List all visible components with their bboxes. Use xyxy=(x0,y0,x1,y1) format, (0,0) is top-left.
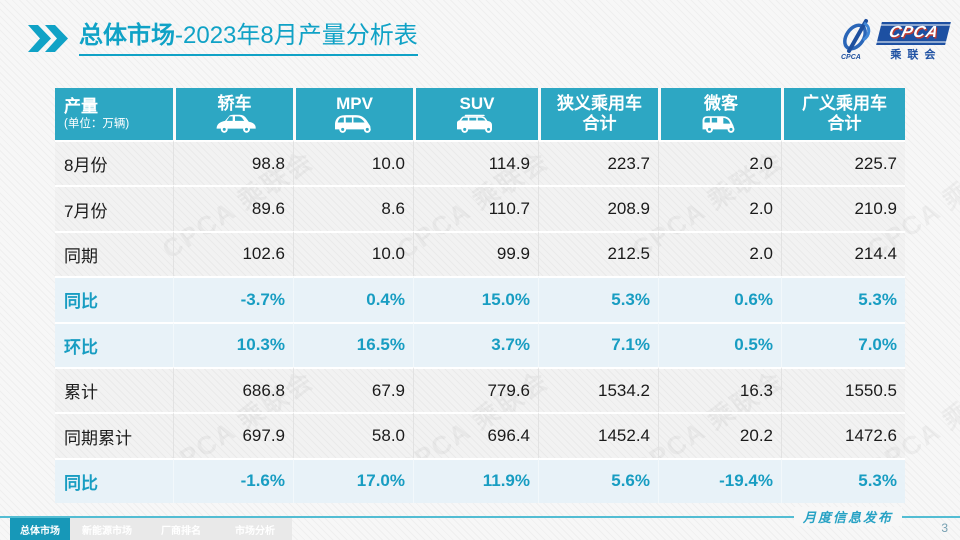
value-cell: 210.9 xyxy=(781,185,905,231)
value-cell: 7.1% xyxy=(538,321,658,367)
column-header-label: 微客 xyxy=(704,93,738,113)
value-cell: 0.6% xyxy=(658,276,781,322)
row-label-cell: 同期累计 xyxy=(55,412,173,457)
value-cell: 2.0 xyxy=(658,140,781,186)
value-cell: -19.4% xyxy=(658,457,781,504)
page-title-main: 总体市场 xyxy=(79,22,175,49)
value-cell: 2.0 xyxy=(658,230,781,277)
production-table: 产量 (单位：万辆) 轿车 MPV SUV 狭义乘用车 合计 微客 广义乘用车 合计 8月份… xyxy=(55,88,905,504)
table-title: 产量 xyxy=(64,97,98,117)
page-title: 总体市场-2023年8月产量分析表 xyxy=(79,22,418,56)
value-cell: 15.0% xyxy=(413,276,538,322)
value-cell: 98.8 xyxy=(173,140,293,186)
value-cell: 1472.6 xyxy=(781,412,905,458)
footer-tab[interactable]: 市场分析 xyxy=(218,518,292,540)
row-label-cell: 同比 xyxy=(55,276,173,322)
row-label-cell: 同期 xyxy=(55,230,173,276)
column-header-label: 合计 xyxy=(582,114,617,133)
value-cell: 58.0 xyxy=(293,412,413,458)
column-header-label: SUV xyxy=(459,93,495,113)
value-cell: 5.3% xyxy=(781,276,905,322)
column-header-label: 狭义乘用车 xyxy=(557,94,642,114)
value-cell: 114.9 xyxy=(413,140,538,186)
value-cell: 1452.4 xyxy=(538,412,658,458)
value-cell: 214.4 xyxy=(781,230,905,277)
value-cell: 11.9% xyxy=(413,457,538,504)
value-cell: 16.5% xyxy=(293,321,413,367)
svg-text:CPCA: CPCA xyxy=(841,54,861,60)
value-cell: 102.6 xyxy=(173,230,293,277)
cpca-plate: CPCA xyxy=(875,21,951,45)
value-cell: 99.9 xyxy=(413,230,538,277)
footer-tab[interactable]: 总体市场 xyxy=(10,518,70,540)
value-cell: 697.9 xyxy=(173,412,293,458)
value-cell: 686.8 xyxy=(173,366,293,413)
value-cell: 0.5% xyxy=(658,321,781,367)
value-cell: 5.3% xyxy=(781,457,905,504)
cpca-logo: CPCA CPCA 乘联会 xyxy=(836,18,951,65)
column-header-cell: 广义乘用车 合计 xyxy=(781,88,905,140)
column-header-cell: 轿车 xyxy=(173,88,293,140)
value-cell: 212.5 xyxy=(538,230,658,277)
cpca-plate-label: CPCA xyxy=(886,23,941,41)
footer-tab[interactable]: 厂商排名 xyxy=(144,518,218,540)
value-cell: 10.0 xyxy=(293,140,413,186)
value-cell: 89.6 xyxy=(173,185,293,231)
page-title-rest: -2023年8月产量分析表 xyxy=(175,22,418,49)
row-label-cell: 同比 xyxy=(55,457,173,504)
value-cell: 223.7 xyxy=(538,140,658,186)
cpca-swoosh-icon: CPCA xyxy=(836,18,876,65)
page-number: 3 xyxy=(941,521,948,535)
value-cell: 110.7 xyxy=(413,185,538,231)
value-cell: 2.0 xyxy=(658,185,781,231)
sedan-icon xyxy=(212,114,258,134)
value-cell: 3.7% xyxy=(413,321,538,367)
value-cell: 7.0% xyxy=(781,321,905,367)
value-cell: 0.4% xyxy=(293,276,413,322)
column-header-label: MPV xyxy=(336,93,373,113)
footer-divider xyxy=(0,516,960,518)
row-label-cell: 7月份 xyxy=(55,185,173,230)
column-header-label: 轿车 xyxy=(217,93,252,113)
column-header-cell: 狭义乘用车 合计 xyxy=(538,88,658,140)
value-cell: 10.0 xyxy=(293,230,413,277)
value-cell: 5.6% xyxy=(538,457,658,504)
suv-icon xyxy=(452,114,502,134)
value-cell: 67.9 xyxy=(293,366,413,413)
column-header-label: 广义乘用车 xyxy=(802,94,887,114)
cpca-logo-text: CPCA 乘联会 xyxy=(875,21,951,62)
value-cell: 8.6 xyxy=(293,185,413,231)
table-unit-label: (单位：万辆) xyxy=(64,117,130,130)
value-cell: 10.3% xyxy=(173,321,293,367)
row-label-cell: 环比 xyxy=(55,321,173,367)
column-header-cell: SUV xyxy=(413,88,538,140)
value-cell: 17.0% xyxy=(293,457,413,504)
slide-header: 总体市场-2023年8月产量分析表 xyxy=(28,22,418,57)
value-cell: -3.7% xyxy=(173,276,293,322)
value-cell: 696.4 xyxy=(413,412,538,458)
column-header-label: 合计 xyxy=(827,114,862,133)
row-label-cell: 8月份 xyxy=(55,140,173,185)
double-chevron-icon xyxy=(28,25,70,57)
microvan-icon xyxy=(698,114,744,134)
cpca-chinese-label: 乘联会 xyxy=(890,48,942,61)
value-cell: 16.3 xyxy=(658,366,781,413)
value-cell: 1534.2 xyxy=(538,366,658,413)
value-cell: 1550.5 xyxy=(781,366,905,413)
value-cell: 225.7 xyxy=(781,140,905,186)
column-header-cell: 微客 xyxy=(658,88,781,140)
row-label-cell: 累计 xyxy=(55,366,173,412)
production-header-cell: 产量 (单位：万辆) xyxy=(55,88,173,140)
footer-tabs: 总体市场 新能源市场 厂商排名 市场分析 xyxy=(10,518,292,540)
value-cell: 20.2 xyxy=(658,412,781,458)
mpv-icon xyxy=(330,114,380,134)
value-cell: 779.6 xyxy=(413,366,538,413)
value-cell: -1.6% xyxy=(173,457,293,504)
value-cell: 208.9 xyxy=(538,185,658,231)
column-header-cell: MPV xyxy=(293,88,413,140)
value-cell: 5.3% xyxy=(538,276,658,322)
footer-tab[interactable]: 新能源市场 xyxy=(70,518,144,540)
footer-caption: 月度信息发布 xyxy=(793,507,902,526)
